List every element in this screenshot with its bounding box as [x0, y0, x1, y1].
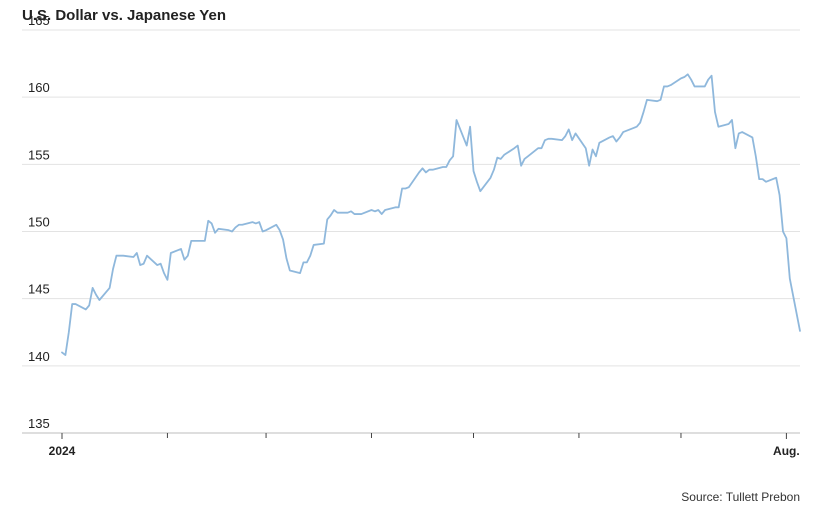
y-tick-label-155: 155: [28, 147, 50, 162]
x-tick-label-aug: Aug.: [773, 444, 800, 458]
gridlines: [22, 29, 800, 367]
source-note: Source: Tullett Prebon: [681, 490, 800, 504]
y-tick-label-160: 160: [28, 80, 50, 95]
chart-title: U.S. Dollar vs. Japanese Yen: [22, 7, 226, 24]
usd-jpy-series-line: [61, 73, 801, 356]
x-tick-label-2024: 2024: [49, 444, 76, 458]
y-tick-label-135: 135: [28, 416, 50, 431]
y-tick-label-145: 145: [28, 282, 50, 297]
x-axis-ticks: 2024 Aug.: [49, 433, 800, 458]
y-tick-label-150: 150: [28, 215, 50, 230]
y-tick-label-165: 165: [28, 13, 50, 28]
y-axis-tick-labels: 135 140 145 150 155 160 165: [28, 13, 50, 431]
y-tick-label-140: 140: [28, 349, 50, 364]
